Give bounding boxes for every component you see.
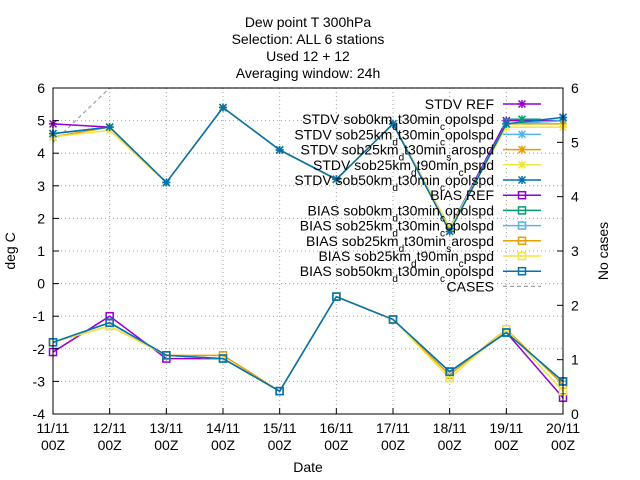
- chart-title-line: Dew point T 300hPa: [245, 14, 372, 30]
- data-point: [517, 160, 527, 169]
- data-point: [162, 351, 171, 360]
- data-point: [332, 175, 341, 184]
- y-tick-label: -4: [33, 406, 46, 422]
- data-point: [105, 318, 114, 327]
- series: [48, 292, 568, 402]
- legend-label: STDV sob25kmdt30mincopolspd: [294, 126, 494, 148]
- data-point: [218, 354, 228, 363]
- chart-title-line: Selection: ALL 6 stations: [232, 31, 385, 47]
- chart-title-line: Averaging window: 24h: [236, 65, 381, 81]
- data-point: [517, 266, 527, 276]
- y-tick-label: 4: [37, 145, 45, 161]
- x-tick-label: 16/11 00Z: [319, 420, 353, 453]
- y2-tick-label: 3: [571, 243, 579, 259]
- x-tick-label: 12/11 00Z: [93, 420, 127, 453]
- legend-entry: STDV sob0kmdt30mincopolspd: [302, 111, 541, 133]
- y2-tick-label: 6: [571, 80, 579, 96]
- data-point: [275, 386, 284, 396]
- y-tick-label: -1: [33, 308, 46, 324]
- x-tick-label: 20/11 00Z: [546, 420, 580, 453]
- legend-entry: BIAS sob25kmdt30mincopolspd: [300, 218, 541, 240]
- data-point: [275, 145, 284, 154]
- data-point: [517, 99, 527, 109]
- legend-label: CASES: [447, 278, 494, 294]
- data-point: [517, 145, 527, 154]
- legend-entry: CASES: [447, 278, 541, 294]
- y-axis-label: deg C: [2, 232, 18, 269]
- y2-tick-label: 0: [571, 406, 579, 422]
- legend-label: BIAS sob0kmdt30mincopolspd: [308, 202, 494, 224]
- legend-label: BIAS sob25kmdt90mincpspd: [318, 248, 494, 270]
- data-point: [105, 123, 114, 132]
- x-tick-label: 15/11 00Z: [263, 420, 297, 453]
- legend-entry: BIAS sob25kmdt90mincpspd: [318, 248, 541, 270]
- legend-label: STDV sob25kmdt90mincpspd: [313, 157, 494, 179]
- data-point: [388, 315, 398, 324]
- x-tick-label: 14/11 00Z: [206, 420, 240, 453]
- data-point: [517, 221, 527, 230]
- y-tick-label: 3: [37, 178, 45, 194]
- data-point: [517, 175, 527, 185]
- y-tick-label: -2: [33, 341, 46, 357]
- legend-entry: STDV sob25kmdt90mincpspd: [313, 157, 541, 179]
- y-tick-label: 5: [37, 113, 45, 129]
- data-point: [502, 328, 511, 337]
- legend-entry: STDV sob25kmdt30minsarospd: [301, 142, 541, 164]
- legend-label: STDV sob25kmdt30minsarospd: [301, 142, 494, 164]
- legend-label: STDV REF: [425, 96, 494, 112]
- x-tick-label: 18/11 00Z: [433, 420, 467, 453]
- y2-tick-label: 5: [571, 134, 579, 150]
- chart-title-line: Used 12 + 12: [266, 48, 350, 64]
- data-point: [517, 251, 527, 261]
- legend-entry: BIAS sob0kmdt30mincopolspd: [308, 202, 541, 224]
- legend-entry: BIAS sob50kmdt30mincopolspd: [300, 263, 541, 285]
- x-tick-label: 19/11 00Z: [489, 420, 523, 453]
- data-point: [445, 367, 454, 376]
- y2-tick-label: 2: [571, 297, 579, 313]
- legend-label: STDV sob0kmdt30mincopolspd: [302, 111, 494, 133]
- data-point: [517, 236, 527, 246]
- data-point: [517, 130, 527, 139]
- y2-tick-label: 4: [571, 189, 579, 205]
- y2-axis-label: No cases: [595, 222, 611, 280]
- series-line: [52, 295, 564, 393]
- data-point: [388, 119, 398, 128]
- legend-label: BIAS sob25kmdt30mincopolspd: [300, 218, 494, 240]
- series-line: [52, 106, 564, 234]
- y-tick-label: 6: [37, 80, 45, 96]
- legend-entry: STDV REF: [425, 96, 541, 112]
- legend-entry: STDV sob50kmdt30mincopolspd: [294, 172, 541, 194]
- data-point: [502, 119, 511, 128]
- legend-entry: BIAS sob25kmdt30minsarospd: [306, 233, 541, 255]
- y-tick-label: 0: [37, 276, 45, 292]
- legend-label: BIAS sob25kmdt30minsarospd: [306, 233, 494, 255]
- y-tick-label: 1: [37, 243, 45, 259]
- legend-label: STDV sob50kmdt30mincopolspd: [294, 172, 494, 194]
- x-axis-label: Date: [293, 459, 323, 475]
- y2-tick-label: 1: [571, 352, 579, 368]
- x-tick-label: 17/11 00Z: [376, 420, 410, 453]
- data-point: [332, 292, 341, 301]
- legend-entry: STDV sob25kmdt30mincopolspd: [294, 126, 541, 148]
- legend-entry: BIAS REF: [430, 187, 541, 203]
- data-point: [517, 206, 527, 215]
- x-tick-label: 13/11 00Z: [149, 420, 183, 453]
- x-tick-label: 11/11 00Z: [37, 420, 70, 453]
- grid: [53, 88, 563, 414]
- legend-label: BIAS REF: [430, 187, 494, 203]
- axis-ticks: -4 -3 -2 -1 0 1 2 3 4 5 6 0 1 2 3 4 5 6 11/11 00Z 12/11 00Z 13…: [33, 80, 581, 453]
- data-point: [445, 227, 454, 236]
- data-point: [218, 103, 228, 112]
- chart-title: Dew point T 300hPa Selection: ALL 6 stat…: [232, 14, 385, 81]
- y-tick-label: 2: [37, 210, 45, 226]
- y-tick-label: -3: [33, 373, 46, 389]
- data-point: [517, 115, 527, 124]
- data-point: [162, 178, 171, 187]
- data-point: [517, 190, 527, 200]
- legend-label: BIAS sob50kmdt30mincopolspd: [300, 263, 494, 285]
- series: [48, 292, 568, 396]
